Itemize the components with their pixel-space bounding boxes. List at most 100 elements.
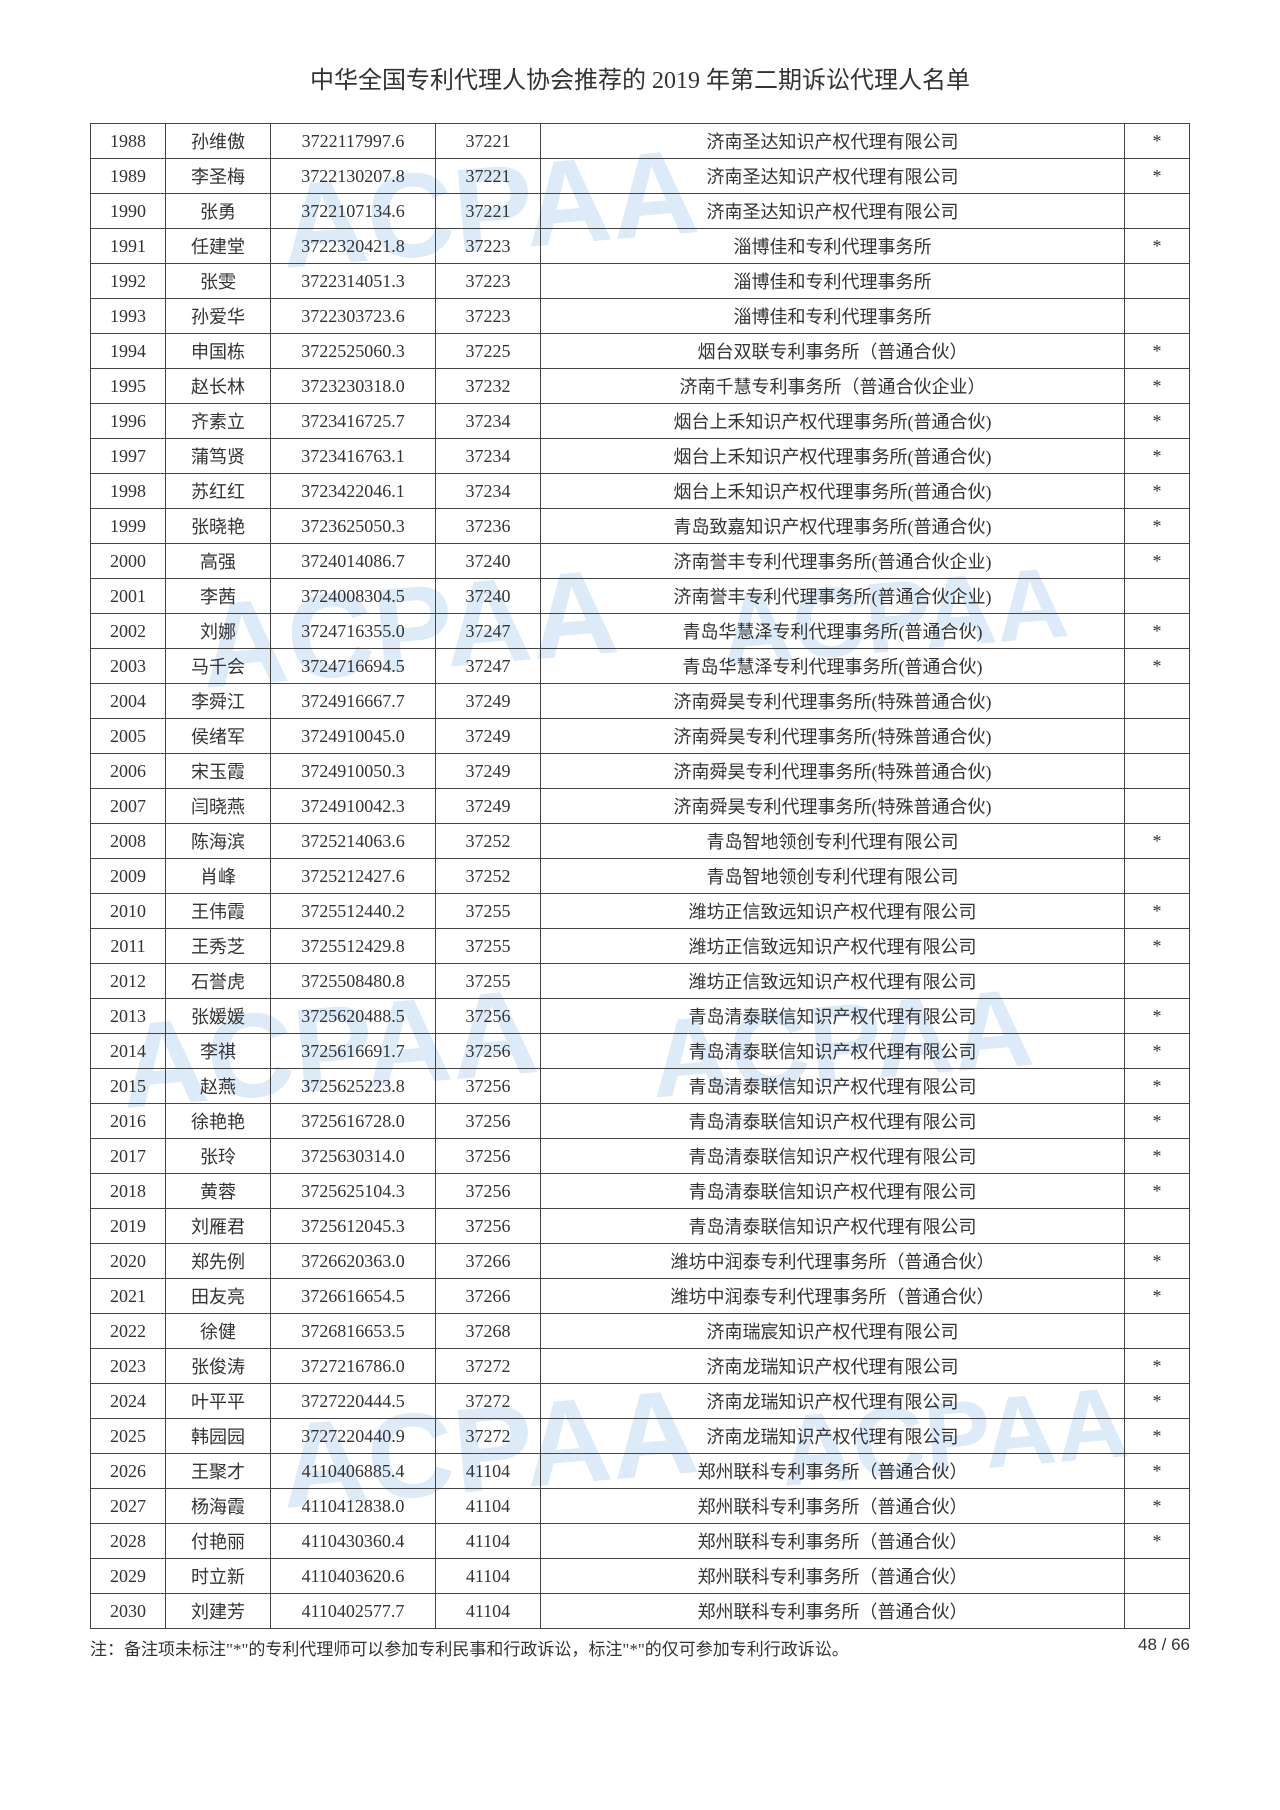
cell-org: 青岛华慧泽专利代理事务所(普通合伙): [541, 649, 1125, 684]
cell-code: 37256: [436, 999, 541, 1034]
cell-id: 3725214063.6: [271, 824, 436, 859]
cell-org: 淄博佳和专利代理事务所: [541, 299, 1125, 334]
cell-mark: *: [1125, 404, 1190, 439]
cell-index: 2022: [91, 1314, 166, 1349]
cell-org: 济南圣达知识产权代理有限公司: [541, 194, 1125, 229]
cell-index: 1990: [91, 194, 166, 229]
cell-mark: *: [1125, 1139, 1190, 1174]
table-row: 2000高强3724014086.737240济南誉丰专利代理事务所(普通合伙企…: [91, 544, 1190, 579]
cell-id: 3724716355.0: [271, 614, 436, 649]
cell-code: 37221: [436, 194, 541, 229]
cell-code: 37249: [436, 754, 541, 789]
table-row: 1989李圣梅3722130207.837221济南圣达知识产权代理有限公司*: [91, 159, 1190, 194]
cell-name: 徐健: [166, 1314, 271, 1349]
cell-id: 3725616691.7: [271, 1034, 436, 1069]
cell-id: 3722320421.8: [271, 229, 436, 264]
cell-code: 37268: [436, 1314, 541, 1349]
cell-name: 赵燕: [166, 1069, 271, 1104]
cell-code: 37256: [436, 1069, 541, 1104]
cell-code: 41104: [436, 1524, 541, 1559]
cell-index: 2018: [91, 1174, 166, 1209]
cell-code: 41104: [436, 1559, 541, 1594]
cell-id: 4110403620.6: [271, 1559, 436, 1594]
cell-org: 青岛清泰联信知识产权代理有限公司: [541, 999, 1125, 1034]
cell-index: 2030: [91, 1594, 166, 1629]
cell-name: 张俊涛: [166, 1349, 271, 1384]
cell-index: 1989: [91, 159, 166, 194]
table-row: 2009肖峰3725212427.637252青岛智地领创专利代理有限公司: [91, 859, 1190, 894]
cell-code: 37232: [436, 369, 541, 404]
cell-code: 37236: [436, 509, 541, 544]
cell-id: 3725512429.8: [271, 929, 436, 964]
cell-id: 4110402577.7: [271, 1594, 436, 1629]
cell-org: 淄博佳和专利代理事务所: [541, 229, 1125, 264]
cell-org: 青岛华慧泽专利代理事务所(普通合伙): [541, 614, 1125, 649]
cell-id: 3724008304.5: [271, 579, 436, 614]
cell-index: 2020: [91, 1244, 166, 1279]
table-row: 2005侯绪军3724910045.037249济南舜昊专利代理事务所(特殊普通…: [91, 719, 1190, 754]
cell-mark: [1125, 1594, 1190, 1629]
cell-code: 37223: [436, 299, 541, 334]
cell-id: 3724716694.5: [271, 649, 436, 684]
cell-index: 2023: [91, 1349, 166, 1384]
cell-id: 3724910045.0: [271, 719, 436, 754]
cell-mark: [1125, 579, 1190, 614]
cell-mark: *: [1125, 1244, 1190, 1279]
cell-index: 1995: [91, 369, 166, 404]
cell-mark: *: [1125, 159, 1190, 194]
cell-org: 济南舜昊专利代理事务所(特殊普通合伙): [541, 754, 1125, 789]
cell-org: 青岛智地领创专利代理有限公司: [541, 824, 1125, 859]
cell-code: 37240: [436, 544, 541, 579]
cell-org: 青岛清泰联信知识产权代理有限公司: [541, 1034, 1125, 1069]
cell-index: 2028: [91, 1524, 166, 1559]
cell-code: 41104: [436, 1454, 541, 1489]
cell-mark: *: [1125, 1524, 1190, 1559]
cell-code: 37234: [436, 474, 541, 509]
cell-mark: [1125, 299, 1190, 334]
cell-mark: *: [1125, 124, 1190, 159]
table-row: 2013张媛媛3725620488.537256青岛清泰联信知识产权代理有限公司…: [91, 999, 1190, 1034]
cell-mark: *: [1125, 1489, 1190, 1524]
cell-id: 3722303723.6: [271, 299, 436, 334]
cell-code: 37234: [436, 439, 541, 474]
cell-name: 石誉虎: [166, 964, 271, 999]
cell-code: 37255: [436, 894, 541, 929]
cell-code: 37255: [436, 964, 541, 999]
agent-list-table: 1988孙维傲3722117997.637221济南圣达知识产权代理有限公司*1…: [90, 123, 1190, 1629]
cell-code: 37272: [436, 1419, 541, 1454]
cell-code: 37234: [436, 404, 541, 439]
table-row: 2030刘建芳4110402577.741104郑州联科专利事务所（普通合伙）: [91, 1594, 1190, 1629]
cell-name: 宋玉霞: [166, 754, 271, 789]
table-row: 1993孙爱华3722303723.637223淄博佳和专利代理事务所: [91, 299, 1190, 334]
cell-mark: [1125, 194, 1190, 229]
cell-code: 37256: [436, 1034, 541, 1069]
cell-index: 1996: [91, 404, 166, 439]
cell-name: 高强: [166, 544, 271, 579]
cell-mark: *: [1125, 229, 1190, 264]
table-row: 2012石誉虎3725508480.837255潍坊正信致远知识产权代理有限公司: [91, 964, 1190, 999]
cell-mark: *: [1125, 999, 1190, 1034]
cell-mark: *: [1125, 369, 1190, 404]
cell-org: 烟台双联专利事务所（普通合伙）: [541, 334, 1125, 369]
cell-id: 3723422046.1: [271, 474, 436, 509]
cell-org: 青岛致嘉知识产权代理事务所(普通合伙): [541, 509, 1125, 544]
cell-code: 37255: [436, 929, 541, 964]
cell-index: 1993: [91, 299, 166, 334]
cell-index: 2014: [91, 1034, 166, 1069]
cell-code: 41104: [436, 1489, 541, 1524]
cell-org: 济南誉丰专利代理事务所(普通合伙企业): [541, 544, 1125, 579]
cell-code: 37240: [436, 579, 541, 614]
cell-mark: *: [1125, 1279, 1190, 1314]
table-row: 2001李茜3724008304.537240济南誉丰专利代理事务所(普通合伙企…: [91, 579, 1190, 614]
cell-code: 37225: [436, 334, 541, 369]
cell-name: 齐素立: [166, 404, 271, 439]
table-row: 2003马千会3724716694.537247青岛华慧泽专利代理事务所(普通合…: [91, 649, 1190, 684]
cell-org: 潍坊正信致远知识产权代理有限公司: [541, 964, 1125, 999]
cell-code: 37256: [436, 1174, 541, 1209]
cell-mark: *: [1125, 649, 1190, 684]
cell-index: 1992: [91, 264, 166, 299]
cell-code: 37247: [436, 614, 541, 649]
footnote-text: 注：备注项未标注"*"的专利代理师可以参加专利民事和行政诉讼，标注"*"的仅可参…: [90, 1640, 849, 1659]
table-row: 2024叶平平3727220444.537272济南龙瑞知识产权代理有限公司*: [91, 1384, 1190, 1419]
cell-id: 3722314051.3: [271, 264, 436, 299]
